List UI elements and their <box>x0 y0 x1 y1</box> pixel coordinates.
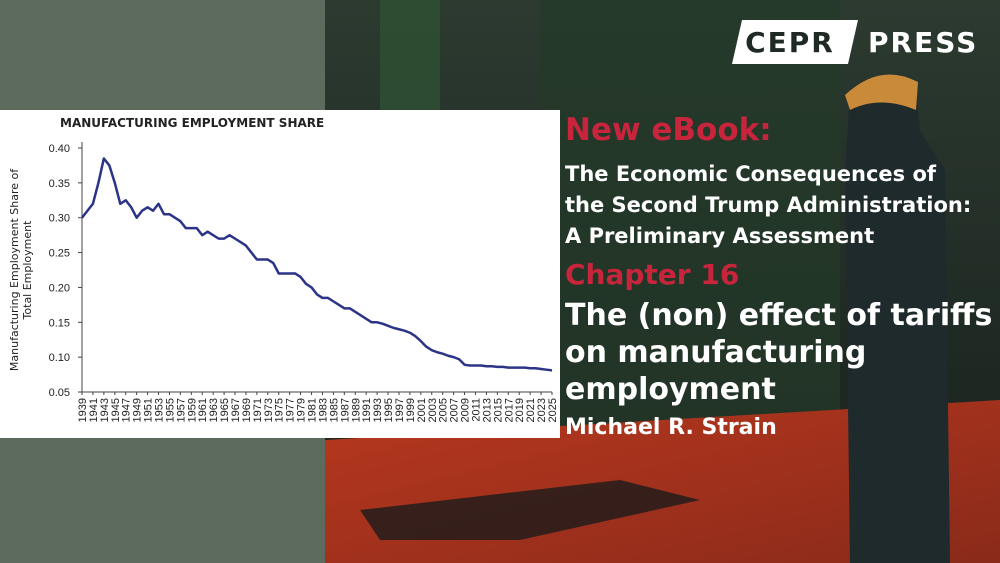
y-tick-label: 0.20 <box>49 282 70 294</box>
x-tick-label: 1991 <box>361 398 373 422</box>
x-tick-label: 1999 <box>405 398 417 422</box>
x-tick-label: 2015 <box>492 398 504 422</box>
x-tick-label: 2025 <box>547 398 559 422</box>
x-tick-label: 1943 <box>99 398 111 422</box>
y-tick-label: 0.40 <box>49 143 70 155</box>
x-tick-label: 1973 <box>263 398 275 422</box>
x-tick-label: 2005 <box>438 398 450 422</box>
x-tick-label: 1987 <box>339 398 351 422</box>
chapter-title-line: The (non) effect of tariffs <box>565 298 992 333</box>
x-tick-label: 1969 <box>241 398 253 422</box>
x-tick-label: 1941 <box>88 398 100 422</box>
x-tick-label: 2017 <box>503 398 515 422</box>
x-tick-label: 1959 <box>186 398 198 422</box>
chapter-title-line: on manufacturing <box>565 335 866 370</box>
x-tick-label: 1967 <box>230 398 242 422</box>
x-tick-label: 2019 <box>514 398 526 422</box>
y-tick-label: 0.30 <box>49 213 70 225</box>
painting-wall <box>540 0 840 460</box>
y-tick-label: 0.05 <box>49 387 70 399</box>
x-tick-label: 2009 <box>460 398 472 422</box>
x-tick-label: 1965 <box>219 398 231 422</box>
x-tick-label: 2007 <box>449 398 461 422</box>
kicker: New eBook: <box>565 112 772 148</box>
x-tick-label: 1997 <box>394 398 406 422</box>
x-tick-label: 2013 <box>481 398 493 422</box>
logo-left: CEPR <box>745 26 835 59</box>
y-tick-label: 0.10 <box>49 352 70 364</box>
x-tick-label: 1957 <box>175 398 187 422</box>
x-tick-label: 1945 <box>110 398 122 422</box>
x-tick-label: 1979 <box>296 398 308 422</box>
x-tick-label: 2023 <box>536 398 548 422</box>
painting-hair <box>845 74 918 110</box>
y-tick-label: 0.35 <box>49 178 70 190</box>
x-tick-label: 2021 <box>525 398 537 422</box>
x-tick-label: 1961 <box>197 398 209 422</box>
x-tick-label: 1977 <box>285 398 297 422</box>
x-tick-label: 1951 <box>143 398 155 422</box>
chapter-title-line: employment <box>565 372 776 407</box>
x-tick-label: 1963 <box>208 398 220 422</box>
x-tick-label: 1939 <box>77 398 89 422</box>
x-tick-label: 1955 <box>164 398 176 422</box>
painting-figure <box>845 74 950 563</box>
x-tick-label: 1989 <box>350 398 362 422</box>
x-tick-label: 1985 <box>328 398 340 422</box>
data-line <box>81 157 553 372</box>
logo-box <box>732 20 858 64</box>
x-tick-label: 1983 <box>317 398 329 422</box>
author: Michael R. Strain <box>565 415 777 440</box>
plot: 0.40 0.35 0.30 0.25 0.20 0.15 0.10 0.05 19391941… <box>8 142 559 422</box>
y-tick-label: 0.15 <box>49 317 70 329</box>
x-tick-label: 1947 <box>121 398 133 422</box>
y-axis-label-line: Manufacturing Employment Share of <box>8 168 21 371</box>
x-tick-label: 2011 <box>470 398 482 422</box>
x-tick-label: 2003 <box>427 398 439 422</box>
y-axis-label-line: Total Employment <box>21 220 34 321</box>
chapter: Chapter 16 <box>565 258 739 291</box>
painting-shadow <box>360 480 700 540</box>
book-title-line: The Economic Consequences of <box>565 162 937 186</box>
x-tick-label: 1975 <box>274 398 286 422</box>
x-tick-label: 1995 <box>383 398 395 422</box>
logo-right: PRESS <box>868 26 978 59</box>
book-title-line: A Preliminary Assessment <box>565 224 874 248</box>
x-tick-label: 1971 <box>252 398 264 422</box>
y-tick-label: 0.25 <box>49 248 70 260</box>
x-tick-label: 1981 <box>307 398 319 422</box>
x-tick-label: 2001 <box>416 398 428 422</box>
x-tick-label: 1953 <box>154 398 166 422</box>
x-tick-label: 1993 <box>372 398 384 422</box>
book-title-line: the Second Trump Administration: <box>565 193 971 217</box>
chart-title: MANUFACTURING EMPLOYMENT SHARE <box>60 116 324 130</box>
y-axis-label: Manufacturing Employment Share ofTotal E… <box>8 168 34 371</box>
x-tick-label: 1949 <box>132 398 144 422</box>
